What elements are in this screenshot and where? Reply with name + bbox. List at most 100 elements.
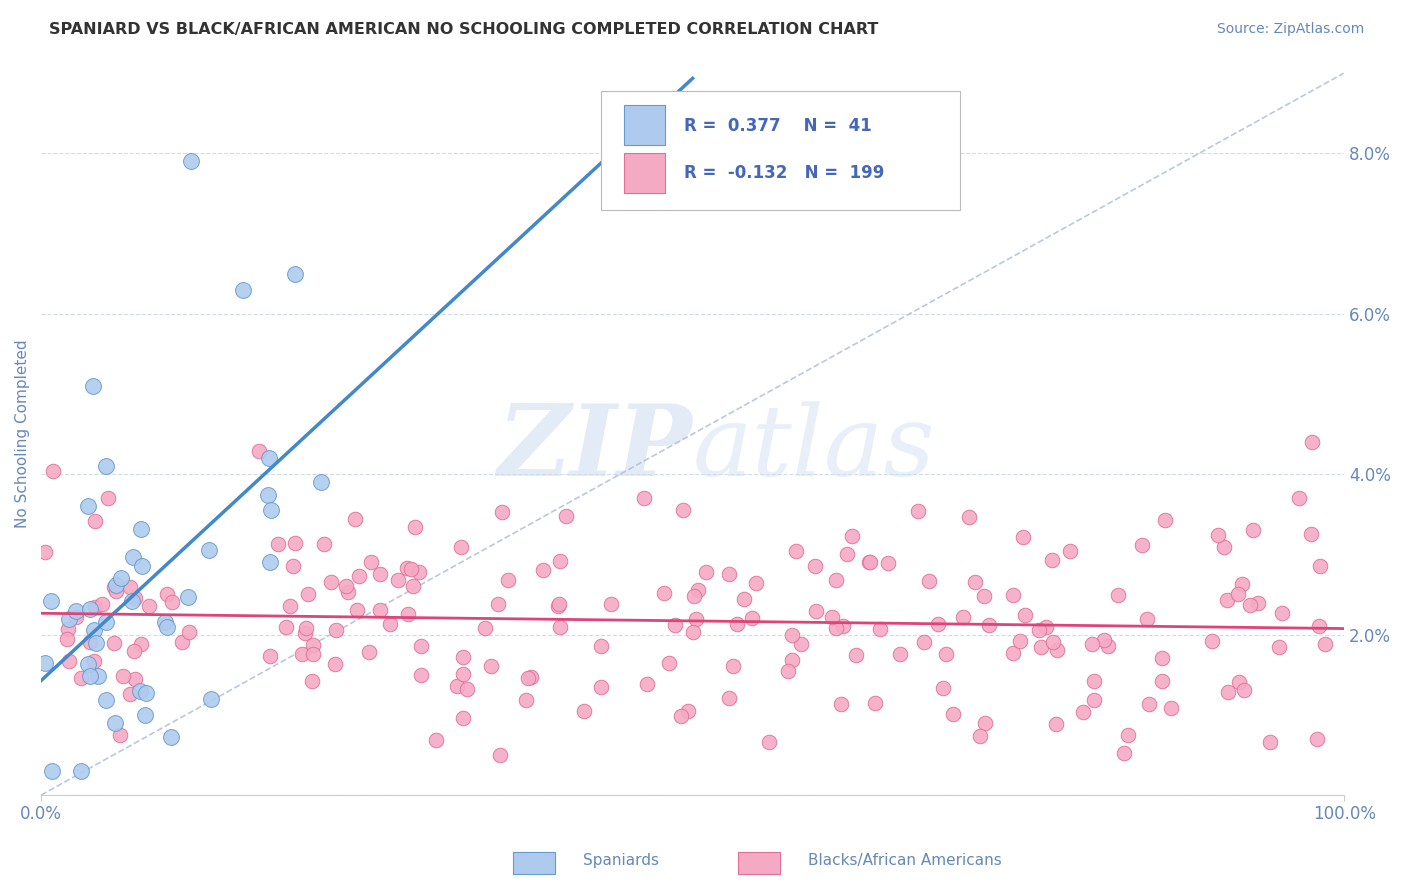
Point xyxy=(1014,607,1036,622)
Point xyxy=(533,563,555,577)
Point xyxy=(58,654,80,668)
Point xyxy=(658,657,681,671)
Point xyxy=(1083,674,1105,689)
Point xyxy=(1139,697,1161,711)
Point xyxy=(278,599,301,614)
Point xyxy=(402,578,425,592)
Point xyxy=(103,636,125,650)
Point xyxy=(319,574,342,589)
Point xyxy=(346,603,368,617)
Bar xyxy=(624,105,665,145)
Point xyxy=(112,668,135,682)
Point xyxy=(94,459,117,474)
Point xyxy=(110,571,132,585)
Point xyxy=(1309,558,1331,573)
Point xyxy=(56,622,79,636)
Point xyxy=(479,659,502,673)
Point xyxy=(1042,635,1064,649)
Point xyxy=(1029,640,1052,655)
Point xyxy=(835,547,858,561)
Point xyxy=(301,674,323,689)
Point xyxy=(83,600,105,615)
Point xyxy=(79,669,101,683)
Text: Spaniards: Spaniards xyxy=(583,854,659,868)
Point xyxy=(1241,524,1264,538)
Point xyxy=(907,503,929,517)
Point xyxy=(1040,553,1063,567)
Point xyxy=(94,692,117,706)
Point xyxy=(547,599,569,613)
Point xyxy=(1071,706,1094,720)
Point xyxy=(733,591,755,606)
Point xyxy=(695,565,717,579)
Point xyxy=(84,636,107,650)
Point xyxy=(1233,682,1256,697)
Point xyxy=(87,669,110,683)
Point xyxy=(260,502,283,516)
Point xyxy=(450,540,472,554)
Point xyxy=(935,647,957,661)
Point xyxy=(1059,544,1081,558)
Text: Source: ZipAtlas.com: Source: ZipAtlas.com xyxy=(1216,22,1364,37)
Point xyxy=(1306,732,1329,747)
Point xyxy=(311,475,333,489)
Point xyxy=(65,603,87,617)
Point xyxy=(259,649,281,664)
Point xyxy=(108,728,131,742)
Point xyxy=(312,537,335,551)
Point xyxy=(652,586,675,600)
Point xyxy=(69,671,91,685)
Point xyxy=(474,621,496,635)
Point xyxy=(932,681,955,695)
Point xyxy=(79,601,101,615)
Point xyxy=(34,656,56,670)
Point xyxy=(1232,577,1254,591)
Point xyxy=(83,623,105,637)
Point xyxy=(841,529,863,543)
Point xyxy=(589,639,612,653)
Point xyxy=(83,654,105,668)
Point xyxy=(124,644,146,658)
Point xyxy=(82,378,104,392)
Point xyxy=(1092,633,1115,648)
Point xyxy=(498,574,520,588)
Point xyxy=(1227,587,1250,601)
Y-axis label: No Schooling Completed: No Schooling Completed xyxy=(15,340,30,528)
Point xyxy=(1308,619,1330,633)
Point xyxy=(297,586,319,600)
Point xyxy=(302,647,325,661)
Bar xyxy=(624,153,665,194)
Point xyxy=(247,443,270,458)
Point xyxy=(486,597,509,611)
Point xyxy=(974,715,997,730)
Point xyxy=(267,537,290,551)
Point xyxy=(79,635,101,649)
FancyBboxPatch shape xyxy=(602,91,960,211)
Point xyxy=(77,499,100,513)
Point xyxy=(451,666,474,681)
Point xyxy=(58,612,80,626)
Point xyxy=(301,638,323,652)
Point xyxy=(1154,513,1177,527)
Point xyxy=(1097,639,1119,653)
Point xyxy=(889,647,911,661)
Point xyxy=(156,587,179,601)
Point xyxy=(1002,646,1025,660)
Point xyxy=(76,657,98,672)
Point xyxy=(408,565,430,579)
Point xyxy=(685,612,707,626)
Point xyxy=(758,735,780,749)
Point xyxy=(129,637,152,651)
Point xyxy=(741,611,763,625)
Point xyxy=(284,267,307,281)
Point xyxy=(323,657,346,672)
Point xyxy=(105,584,128,599)
Point xyxy=(281,559,304,574)
Point xyxy=(121,593,143,607)
Point xyxy=(155,620,177,634)
Point xyxy=(347,568,370,582)
Point xyxy=(1216,592,1239,607)
Point xyxy=(160,594,183,608)
Point xyxy=(820,610,842,624)
Point xyxy=(335,579,357,593)
